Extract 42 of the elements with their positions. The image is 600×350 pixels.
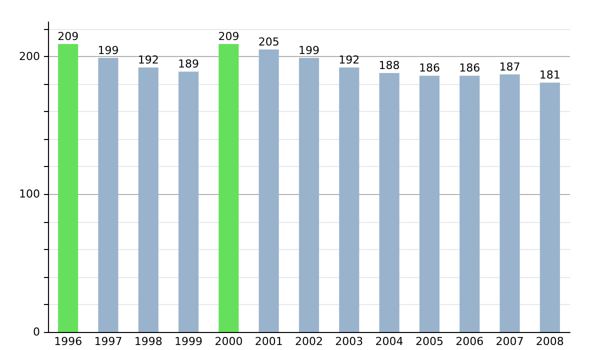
data-label: 199 [298,44,320,57]
bar [339,67,360,332]
data-label: 205 [258,36,280,49]
bar [298,58,320,332]
x-tick-label: 2007 [496,335,524,348]
bar [540,82,560,332]
x-tick-label: 2000 [214,335,243,348]
bar [58,44,78,332]
bar [500,74,520,332]
bar [178,72,199,332]
x-tick-label: 1997 [94,335,122,348]
x-tick-label: 2008 [536,335,564,348]
bar [419,76,440,332]
data-label: 199 [98,44,119,57]
data-label: 186 [418,62,440,75]
bar [258,50,279,332]
data-label: 192 [138,53,159,66]
data-label: 209 [58,30,79,44]
y-tick-label: 200 [19,50,40,63]
data-label: 181 [539,68,560,82]
data-label: 209 [218,30,240,44]
bar [460,76,480,332]
x-tick-label: 1998 [134,335,162,348]
bar [218,44,239,332]
bar [379,72,400,332]
x-tick-label: 2003 [335,335,364,348]
data-label: 189 [178,58,200,71]
data-label: 186 [459,62,480,75]
x-tick-label: 1996 [54,335,82,348]
x-tick-label: 2006 [456,335,484,348]
x-tick-label: 2005 [415,335,444,348]
data-label: 187 [499,60,520,74]
x-tick-label: 1999 [174,335,203,348]
y-tick-label: 100 [19,188,40,201]
x-tick-label: 2004 [375,335,404,348]
x-tick-label: 2002 [295,335,323,348]
y-tick-label: 0 [33,326,40,338]
x-tick-label: 2001 [254,335,283,348]
bar [98,58,118,332]
bar [138,67,158,332]
data-label: 192 [338,53,360,66]
data-label: 188 [378,58,400,72]
